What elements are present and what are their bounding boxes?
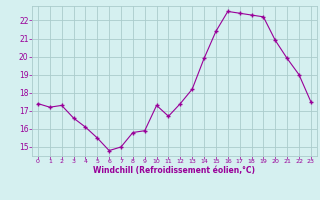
- X-axis label: Windchill (Refroidissement éolien,°C): Windchill (Refroidissement éolien,°C): [93, 166, 255, 175]
